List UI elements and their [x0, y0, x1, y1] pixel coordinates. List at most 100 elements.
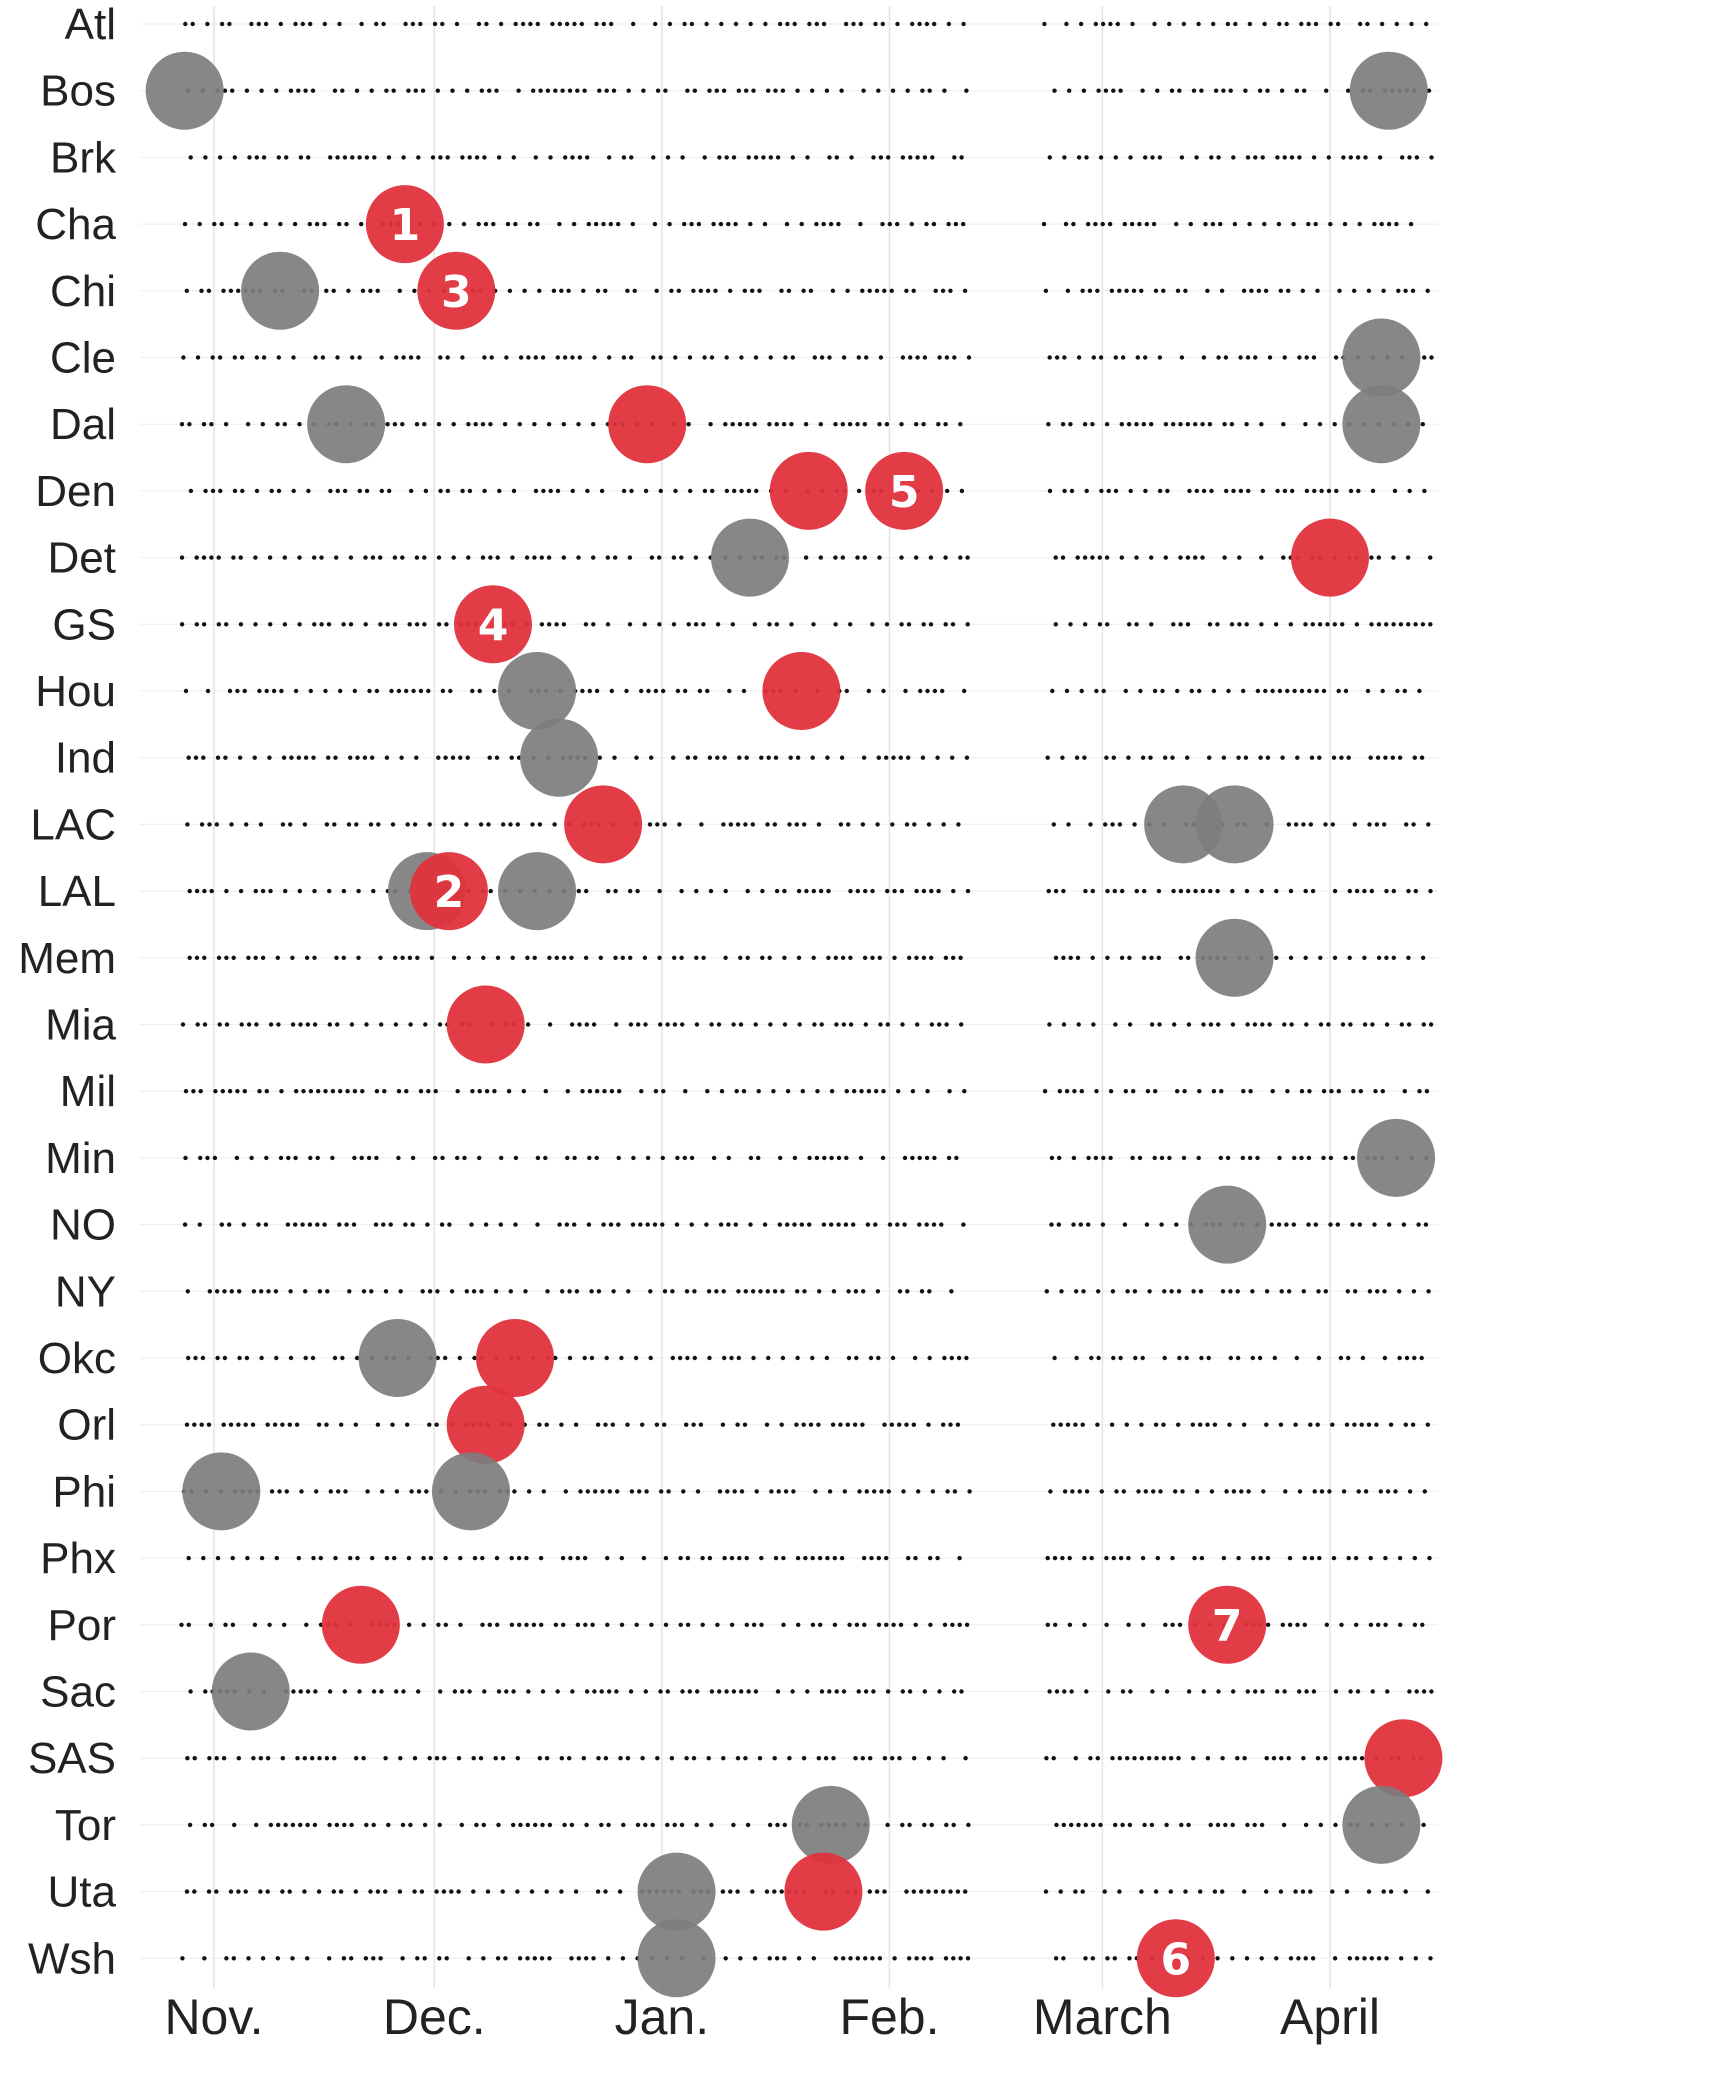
marker-cha-red: 1 [365, 185, 444, 264]
game-dot [704, 21, 709, 27]
game-dot [1200, 888, 1206, 894]
game-dot [391, 88, 396, 93]
game-dot [1153, 1089, 1158, 1094]
game-dot [687, 1689, 692, 1694]
game-dot [441, 1889, 447, 1894]
game-dot [418, 1089, 424, 1094]
game-dot [1295, 1622, 1300, 1628]
game-dot [207, 822, 212, 827]
game-dots-sac [188, 1689, 1434, 1694]
game-dot [1391, 555, 1396, 560]
game-dot [477, 688, 482, 694]
game-dot [1244, 622, 1249, 627]
game-dot [951, 888, 956, 894]
game-dot [361, 1756, 366, 1761]
game-dot [1186, 888, 1191, 894]
game-dot [546, 555, 552, 560]
game-dot [537, 1756, 542, 1761]
game-dot [584, 1689, 590, 1694]
game-dot [324, 1422, 329, 1427]
game-dot [744, 1622, 749, 1628]
game-dot [535, 1222, 540, 1227]
game-dot [625, 1756, 631, 1761]
game-dot [649, 555, 655, 560]
game-dot [848, 1022, 854, 1027]
game-dot [843, 1222, 849, 1227]
marker-circle [1357, 1118, 1436, 1197]
game-dot [1170, 755, 1175, 760]
game-dot [1264, 1289, 1270, 1294]
game-dot [1428, 622, 1433, 627]
game-dot [1425, 1889, 1431, 1894]
game-dot [890, 88, 896, 93]
game-dot [1300, 1889, 1306, 1894]
game-dot [365, 1489, 370, 1494]
game-dot [735, 1889, 740, 1894]
game-dot [345, 1089, 350, 1094]
game-dot [1099, 1489, 1105, 1494]
game-dot [1317, 1555, 1322, 1561]
game-dot [1119, 422, 1125, 427]
game-dot [621, 355, 627, 360]
game-dot [1122, 1222, 1128, 1227]
game-dot [252, 755, 257, 760]
game-dot [805, 155, 810, 160]
game-dot [493, 1289, 499, 1294]
game-dot [1175, 288, 1181, 293]
game-dot [871, 1689, 876, 1694]
game-dot [1079, 1089, 1085, 1094]
game-dot [781, 422, 787, 427]
game-dot [1186, 1022, 1192, 1027]
game-dot [790, 1689, 795, 1694]
game-dot [1330, 1422, 1335, 1427]
game-dot [184, 288, 189, 293]
game-dot [824, 1355, 830, 1361]
game-dot [707, 755, 713, 760]
team-label-sac: Sac [40, 1668, 116, 1717]
marker-lal-red: 2 [409, 852, 488, 931]
game-dot [654, 1422, 660, 1427]
game-dot [1049, 1155, 1055, 1161]
game-dot [1296, 1956, 1301, 1961]
game-dot [759, 1622, 764, 1628]
game-dot [1086, 1222, 1091, 1227]
game-dot [754, 488, 759, 494]
game-dot [915, 355, 920, 360]
game-dot [1165, 488, 1170, 494]
game-dot [1278, 1889, 1284, 1894]
game-dot [1372, 221, 1377, 227]
game-dot [449, 1289, 455, 1294]
game-dot [341, 622, 346, 627]
game-dot [383, 1889, 388, 1894]
game-dot [921, 1956, 927, 1961]
game-dot [693, 622, 699, 627]
game-dot [640, 1756, 645, 1761]
game-dot [401, 155, 406, 160]
game-dot [606, 1956, 611, 1961]
game-dot [795, 1355, 800, 1361]
game-dot [1171, 888, 1176, 894]
game-dot [1110, 1289, 1116, 1294]
game-dot [586, 221, 591, 227]
game-dot [680, 155, 685, 160]
game-dot [415, 955, 420, 960]
game-dot [409, 1489, 414, 1494]
game-dot [367, 688, 372, 694]
game-dot [1236, 755, 1241, 760]
game-dot [219, 21, 225, 27]
game-dot [725, 1489, 730, 1494]
game-dot [678, 1555, 683, 1561]
game-dot [1308, 822, 1314, 827]
game-dot [746, 488, 752, 494]
game-dot [372, 155, 377, 160]
game-dot [502, 422, 508, 427]
game-dot [830, 1422, 836, 1427]
game-dot [950, 1622, 955, 1628]
game-dot [1205, 1422, 1210, 1427]
game-dot [498, 1222, 503, 1227]
game-dot [1066, 822, 1071, 827]
game-dot [326, 755, 331, 760]
game-dot [406, 1622, 412, 1628]
game-dot [1084, 1689, 1089, 1694]
game-dot [1094, 1089, 1099, 1094]
